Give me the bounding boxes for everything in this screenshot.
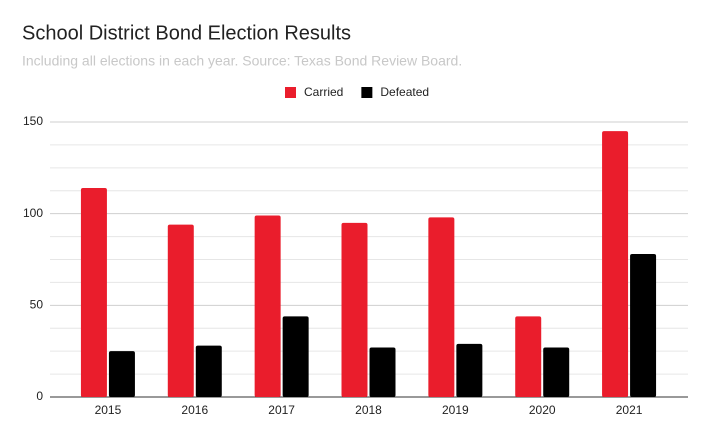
y-tick-label: 100 [23, 206, 43, 220]
bar [428, 217, 455, 397]
bar [543, 347, 570, 397]
bar [80, 188, 107, 397]
x-tick-label: 2020 [529, 403, 556, 417]
bar [167, 224, 194, 397]
bar [341, 222, 368, 397]
y-tick-label: 0 [36, 389, 43, 403]
bar [282, 316, 309, 397]
x-tick-label: 2018 [355, 403, 382, 417]
legend-label: Defeated [380, 85, 429, 99]
y-tick-label: 50 [30, 298, 44, 312]
bar [108, 351, 135, 397]
y-tick-label: 150 [23, 114, 43, 128]
x-tick-label: 2017 [268, 403, 295, 417]
legend-swatch [361, 87, 373, 98]
x-tick-label: 2016 [181, 403, 208, 417]
x-tick-label: 2021 [616, 403, 643, 417]
legend-swatch [285, 87, 296, 98]
chart-subtitle: Including all elections in each year. So… [22, 53, 462, 69]
bar [254, 215, 281, 397]
x-tick-label: 2015 [95, 403, 122, 417]
legend-label: Carried [304, 85, 343, 99]
bar [602, 131, 629, 397]
bar [369, 347, 396, 397]
bar [456, 343, 483, 397]
bar [195, 345, 222, 397]
chart-title: School District Bond Election Results [22, 22, 351, 44]
x-tick-label: 2019 [442, 403, 469, 417]
bar [515, 316, 542, 397]
bar [630, 254, 657, 397]
